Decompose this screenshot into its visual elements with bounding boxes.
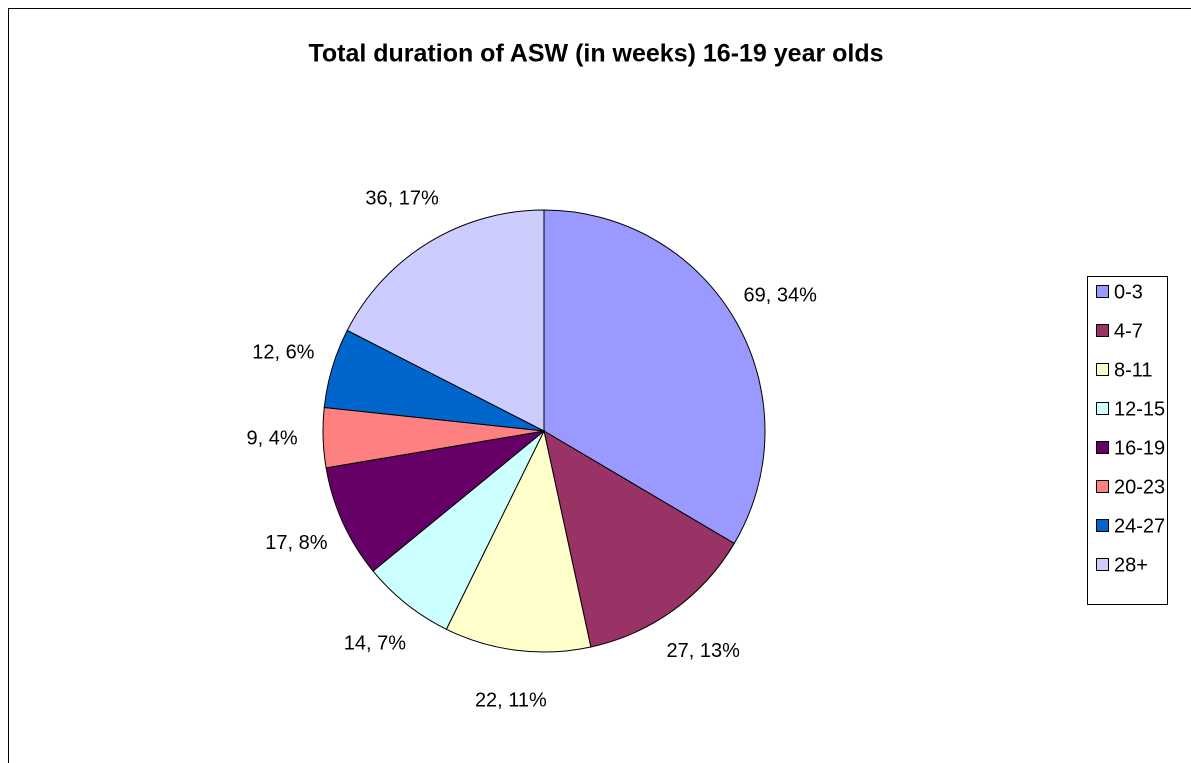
legend-label: 28+ <box>1114 554 1148 576</box>
legend-label: 12-15 <box>1114 398 1165 420</box>
data-label: 14, 7% <box>344 632 406 654</box>
legend-swatch <box>1096 519 1109 532</box>
legend-label: 16-19 <box>1114 437 1165 459</box>
legend-swatch <box>1096 402 1109 415</box>
data-label: 69, 34% <box>744 284 818 306</box>
pie-slice <box>543 429 735 648</box>
legend-swatch <box>1096 441 1109 454</box>
legend-swatch <box>1096 480 1109 493</box>
legend-label: 0-3 <box>1114 281 1143 303</box>
legend-swatch <box>1096 324 1109 337</box>
legend-swatch <box>1096 363 1109 376</box>
data-label: 12, 6% <box>252 342 314 364</box>
legend-label: 8-11 <box>1114 359 1153 381</box>
pie-slice <box>543 209 766 545</box>
pie-slice <box>346 209 545 432</box>
legend-label: 24-27 <box>1114 515 1165 537</box>
legend-label: 4-7 <box>1114 320 1143 342</box>
data-label: 17, 8% <box>265 532 327 554</box>
data-label: 36, 17% <box>365 187 439 209</box>
data-label: 22, 11% <box>475 689 547 711</box>
legend-label: 20-23 <box>1114 476 1165 498</box>
legend-swatch <box>1096 285 1109 298</box>
pie-slice <box>445 429 592 653</box>
data-label: 27, 13% <box>667 640 741 662</box>
chart-title: Total duration of ASW (in weeks) 16-19 y… <box>308 40 883 68</box>
data-label: 9, 4% <box>247 428 298 450</box>
pie-slice <box>325 430 546 572</box>
legend-swatch <box>1096 558 1109 571</box>
